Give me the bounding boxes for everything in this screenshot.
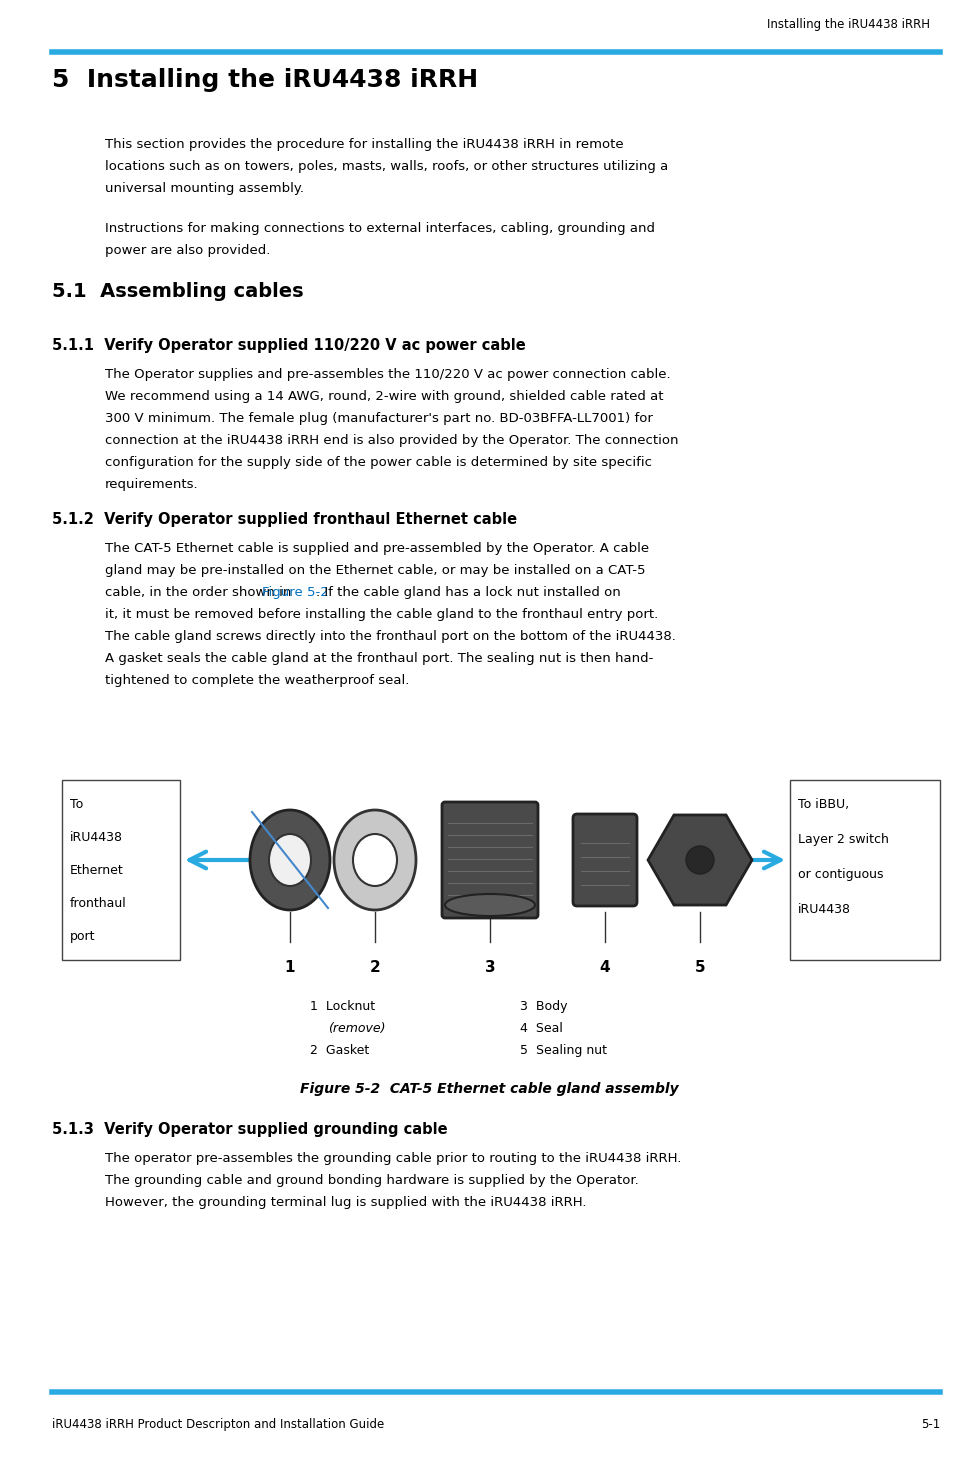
FancyBboxPatch shape bbox=[441, 802, 538, 918]
Text: 1: 1 bbox=[285, 960, 295, 975]
Text: fronthaul: fronthaul bbox=[70, 897, 126, 910]
Ellipse shape bbox=[269, 834, 311, 885]
Text: configuration for the supply side of the power cable is determined by site speci: configuration for the supply side of the… bbox=[105, 456, 651, 469]
Bar bbox=[62, 780, 180, 960]
Ellipse shape bbox=[353, 834, 397, 885]
Text: 5-1: 5-1 bbox=[920, 1418, 939, 1431]
Text: Figure 5-2  CAT-5 Ethernet cable gland assembly: Figure 5-2 CAT-5 Ethernet cable gland as… bbox=[300, 1082, 678, 1097]
Text: 2  Gasket: 2 Gasket bbox=[310, 1044, 369, 1057]
Text: (remove): (remove) bbox=[328, 1022, 385, 1035]
Ellipse shape bbox=[249, 811, 330, 910]
Text: 300 V minimum. The female plug (manufacturer's part no. BD-03BFFA-LL7001) for: 300 V minimum. The female plug (manufact… bbox=[105, 412, 652, 425]
Text: iRU4438: iRU4438 bbox=[797, 903, 850, 916]
Text: locations such as on towers, poles, masts, walls, roofs, or other structures uti: locations such as on towers, poles, mast… bbox=[105, 160, 668, 173]
Text: We recommend using a 14 AWG, round, 2-wire with ground, shielded cable rated at: We recommend using a 14 AWG, round, 2-wi… bbox=[105, 390, 663, 403]
Text: port: port bbox=[70, 929, 96, 943]
Text: 1  Locknut: 1 Locknut bbox=[310, 1000, 375, 1013]
Text: 3: 3 bbox=[484, 960, 495, 975]
Text: it, it must be removed before installing the cable gland to the fronthaul entry : it, it must be removed before installing… bbox=[105, 608, 657, 622]
Text: cable, in the order shown in: cable, in the order shown in bbox=[105, 586, 295, 600]
Text: The CAT-5 Ethernet cable is supplied and pre-assembled by the Operator. A cable: The CAT-5 Ethernet cable is supplied and… bbox=[105, 542, 648, 556]
Text: The grounding cable and ground bonding hardware is supplied by the Operator.: The grounding cable and ground bonding h… bbox=[105, 1174, 638, 1187]
Text: connection at the iRU4438 iRRH end is also provided by the Operator. The connect: connection at the iRU4438 iRRH end is al… bbox=[105, 434, 678, 447]
Text: However, the grounding terminal lug is supplied with the iRU4438 iRRH.: However, the grounding terminal lug is s… bbox=[105, 1196, 586, 1209]
Text: power are also provided.: power are also provided. bbox=[105, 243, 270, 257]
Text: iRU4438 iRRH Product Descripton and Installation Guide: iRU4438 iRRH Product Descripton and Inst… bbox=[52, 1418, 383, 1431]
Text: To: To bbox=[70, 798, 83, 811]
Text: 4  Seal: 4 Seal bbox=[519, 1022, 562, 1035]
Text: 5.1.1  Verify Operator supplied 110/220 V ac power cable: 5.1.1 Verify Operator supplied 110/220 V… bbox=[52, 339, 525, 353]
Text: The operator pre-assembles the grounding cable prior to routing to the iRU4438 i: The operator pre-assembles the grounding… bbox=[105, 1152, 681, 1165]
Text: tightened to complete the weatherproof seal.: tightened to complete the weatherproof s… bbox=[105, 674, 409, 688]
Text: 2: 2 bbox=[370, 960, 380, 975]
Ellipse shape bbox=[686, 846, 713, 874]
Text: Ethernet: Ethernet bbox=[70, 863, 123, 877]
Text: requirements.: requirements. bbox=[105, 478, 199, 491]
Text: 4: 4 bbox=[600, 960, 609, 975]
Text: universal mounting assembly.: universal mounting assembly. bbox=[105, 182, 304, 195]
Text: iRU4438: iRU4438 bbox=[70, 831, 123, 844]
Bar bbox=[789, 780, 939, 960]
Text: 5.1.3  Verify Operator supplied grounding cable: 5.1.3 Verify Operator supplied grounding… bbox=[52, 1121, 447, 1138]
Text: gland may be pre-installed on the Ethernet cable, or may be installed on a CAT-5: gland may be pre-installed on the Ethern… bbox=[105, 564, 645, 578]
Text: 5.1  Assembling cables: 5.1 Assembling cables bbox=[52, 281, 303, 301]
Text: The Operator supplies and pre-assembles the 110/220 V ac power connection cable.: The Operator supplies and pre-assembles … bbox=[105, 368, 670, 381]
Text: Installing the iRU4438 iRRH: Installing the iRU4438 iRRH bbox=[766, 18, 929, 31]
Text: 5: 5 bbox=[694, 960, 704, 975]
FancyBboxPatch shape bbox=[572, 814, 637, 906]
Text: 5.1.2  Verify Operator supplied fronthaul Ethernet cable: 5.1.2 Verify Operator supplied fronthaul… bbox=[52, 512, 516, 526]
Text: 5  Sealing nut: 5 Sealing nut bbox=[519, 1044, 606, 1057]
Text: To iBBU,: To iBBU, bbox=[797, 798, 848, 811]
Ellipse shape bbox=[333, 811, 416, 910]
Text: or contiguous: or contiguous bbox=[797, 868, 882, 881]
Text: . If the cable gland has a lock nut installed on: . If the cable gland has a lock nut inst… bbox=[315, 586, 620, 600]
Text: Figure 5-2: Figure 5-2 bbox=[261, 586, 328, 600]
Ellipse shape bbox=[445, 894, 534, 916]
Text: 3  Body: 3 Body bbox=[519, 1000, 567, 1013]
Text: This section provides the procedure for installing the iRU4438 iRRH in remote: This section provides the procedure for … bbox=[105, 138, 623, 151]
Text: 5  Installing the iRU4438 iRRH: 5 Installing the iRU4438 iRRH bbox=[52, 67, 477, 92]
Text: A gasket seals the cable gland at the fronthaul port. The sealing nut is then ha: A gasket seals the cable gland at the fr… bbox=[105, 652, 652, 666]
Text: The cable gland screws directly into the fronthaul port on the bottom of the iRU: The cable gland screws directly into the… bbox=[105, 630, 675, 644]
Text: Instructions for making connections to external interfaces, cabling, grounding a: Instructions for making connections to e… bbox=[105, 221, 654, 235]
Text: Layer 2 switch: Layer 2 switch bbox=[797, 833, 888, 846]
